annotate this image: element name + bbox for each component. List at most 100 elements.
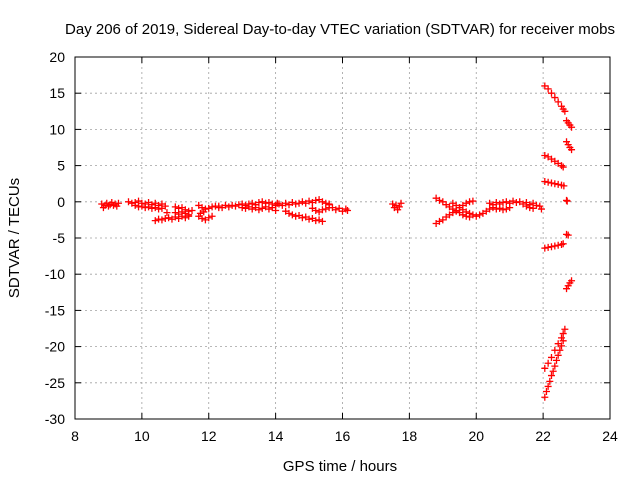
- data-point: [161, 214, 169, 222]
- y-tick-label: 15: [49, 85, 65, 101]
- data-point: [554, 241, 562, 249]
- data-point: [255, 199, 263, 207]
- data-point: [228, 201, 236, 209]
- y-axis-ticks: -30 -25 -20 -15 -10 -5 0 5 10 15 20: [45, 49, 610, 427]
- x-tick-label: 16: [335, 428, 351, 444]
- data-point: [568, 277, 576, 285]
- data-point: [185, 211, 193, 219]
- data-point: [486, 199, 494, 207]
- data-point: [178, 208, 186, 216]
- data-point: [568, 146, 576, 154]
- data-point: [526, 204, 534, 212]
- data-point: [499, 199, 507, 207]
- data-point: [292, 212, 300, 220]
- data-point: [312, 206, 320, 214]
- data-point: [158, 216, 166, 224]
- x-tick-label: 22: [535, 428, 551, 444]
- data-point: [551, 94, 559, 102]
- data-point: [318, 206, 326, 214]
- data-point: [559, 337, 567, 345]
- data-point: [561, 325, 569, 333]
- data-points: [98, 82, 576, 401]
- data-point: [298, 214, 306, 222]
- data-point: [547, 89, 555, 97]
- data-point: [558, 162, 566, 170]
- data-point: [502, 198, 510, 206]
- data-point: [248, 205, 256, 213]
- data-point: [196, 209, 204, 217]
- y-tick-label: -15: [45, 302, 65, 318]
- data-point: [544, 85, 552, 93]
- data-point: [188, 206, 196, 214]
- data-point: [537, 205, 545, 213]
- y-tick-label: -20: [45, 339, 65, 355]
- data-point: [556, 346, 564, 354]
- x-tick-label: 10: [134, 428, 150, 444]
- data-point: [181, 209, 189, 217]
- data-point: [547, 179, 555, 187]
- data-point: [272, 206, 280, 214]
- data-point: [265, 199, 273, 207]
- data-point: [232, 202, 239, 210]
- data-point: [512, 199, 520, 207]
- data-point: [469, 197, 477, 205]
- data-point: [282, 199, 290, 207]
- data-point: [502, 205, 510, 213]
- data-point: [200, 208, 208, 216]
- data-point: [551, 180, 559, 188]
- data-point: [332, 206, 340, 214]
- data-point: [318, 198, 326, 206]
- data-point: [489, 204, 497, 212]
- data-point: [547, 243, 555, 251]
- data-point: [462, 199, 470, 207]
- data-point: [258, 204, 266, 212]
- data-point: [305, 215, 313, 223]
- data-point: [492, 205, 500, 213]
- data-point: [225, 203, 233, 211]
- y-tick-label: 0: [57, 194, 65, 210]
- data-point: [389, 200, 397, 208]
- data-point: [305, 197, 313, 205]
- data-point: [558, 241, 566, 249]
- data-point: [138, 202, 146, 210]
- y-tick-label: -10: [45, 266, 65, 282]
- data-point: [542, 387, 550, 395]
- data-point: [318, 217, 326, 225]
- data-point: [462, 208, 470, 216]
- x-tick-label: 20: [468, 428, 484, 444]
- data-point: [553, 356, 560, 364]
- data-point: [435, 196, 443, 204]
- data-point: [342, 205, 350, 213]
- data-point: [499, 206, 507, 214]
- data-point: [148, 204, 156, 212]
- data-point: [563, 230, 571, 238]
- data-point: [163, 209, 171, 217]
- data-point: [322, 205, 330, 213]
- data-point: [151, 217, 159, 225]
- data-point: [273, 199, 281, 207]
- data-point: [547, 353, 555, 361]
- data-point: [208, 203, 216, 211]
- x-tick-label: 14: [268, 428, 284, 444]
- data-point: [151, 204, 159, 212]
- data-point: [476, 211, 484, 219]
- data-point: [312, 217, 320, 225]
- data-point: [568, 123, 576, 131]
- data-point: [547, 372, 555, 380]
- data-point: [541, 178, 549, 186]
- data-point: [561, 107, 569, 115]
- y-tick-label: 20: [49, 49, 65, 65]
- data-point: [258, 198, 266, 206]
- data-point: [541, 393, 549, 401]
- data-point: [215, 202, 223, 210]
- data-point: [541, 364, 549, 372]
- data-point: [109, 201, 117, 209]
- data-point: [559, 330, 567, 338]
- data-point: [208, 212, 216, 220]
- data-point: [544, 382, 552, 390]
- data-point: [141, 204, 149, 212]
- data-point: [325, 200, 333, 208]
- data-point: [295, 199, 303, 207]
- data-point: [104, 202, 112, 210]
